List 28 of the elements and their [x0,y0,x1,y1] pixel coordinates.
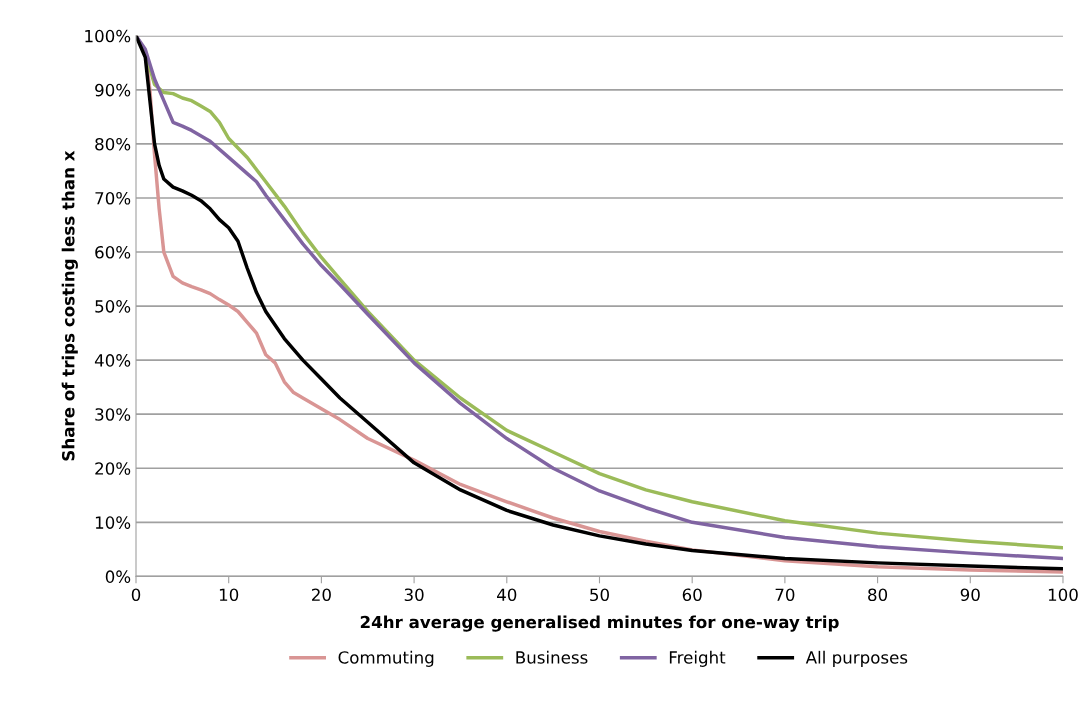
x-tick-label: 50 [590,588,609,602]
x-tick-label: 90 [960,588,980,602]
y-tick-label: 10% [95,516,131,529]
x-tick-label: 40 [497,588,517,602]
x-tick-label: 30 [404,588,424,602]
y-tick-label: 100% [85,29,131,43]
y-tick-label: 60% [95,245,131,259]
y-tick-label: 40% [94,354,131,367]
y-tick-label: 0% [105,570,131,583]
legend-label: Freight [669,650,726,667]
y-tick-label: 80% [95,137,131,151]
legend-label: All purposes [805,650,908,667]
legend-label: Business [516,650,588,664]
x-tick-label: 70 [775,588,795,602]
y-tick-label: 20% [95,462,131,475]
legend-label: Commuting [338,650,434,667]
x-tick-label: 10 [219,588,239,602]
y-axis-title: Share of trips costing less than x [61,150,78,461]
x-tick-label: 60 [682,588,702,602]
y-tick-label: 90% [95,83,131,97]
y-tick-label: 70% [95,191,131,205]
x-tick-label: 80 [868,588,888,602]
x-axis-title: 24hr average generalised minutes for one-way trip [360,615,839,632]
y-tick-label: 30% [95,408,131,421]
x-tick-label: 0 [131,588,141,602]
x-tick-label: 20 [312,588,331,602]
y-tick-label: 50% [95,300,131,313]
x-tick-label: 100 [1048,588,1078,602]
